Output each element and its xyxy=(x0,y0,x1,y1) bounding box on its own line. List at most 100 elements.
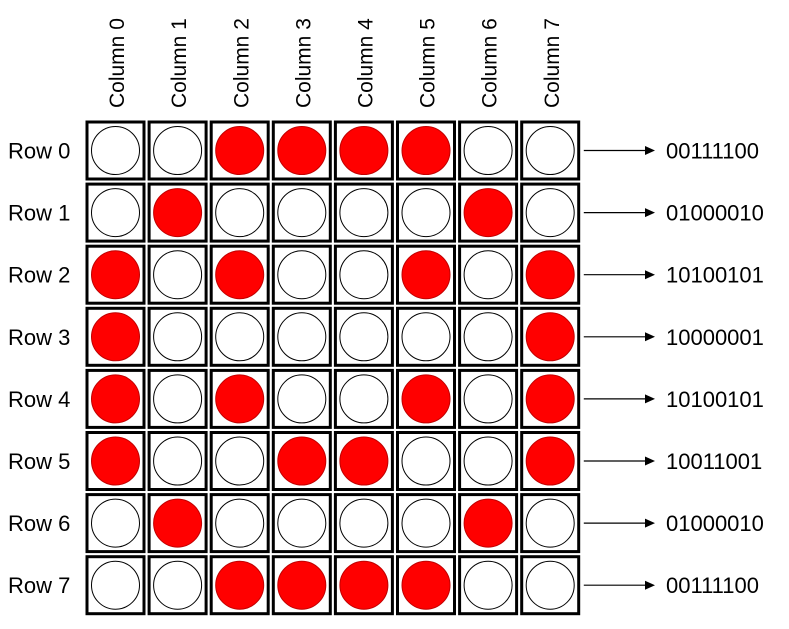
led-off xyxy=(339,250,389,300)
column-label: Column 5 xyxy=(417,18,440,108)
column-label: Column 3 xyxy=(292,18,315,108)
led-off xyxy=(91,498,140,548)
led-off xyxy=(153,436,203,486)
led-off xyxy=(339,374,389,424)
row-arrow-head xyxy=(645,332,655,342)
column-label: Column 0 xyxy=(106,18,129,108)
row-arrow-head xyxy=(645,518,655,528)
row-labels: Row 0 Row 1 Row 2 Row 3 Row 4 Row 5 Row 6 Row 7 xyxy=(8,139,70,599)
led-off xyxy=(215,312,265,362)
led-off xyxy=(463,436,513,486)
led-off xyxy=(339,312,389,362)
row-code: 10100101 xyxy=(666,387,764,412)
led-on xyxy=(339,436,389,486)
column-label: Column 6 xyxy=(479,18,502,108)
led-off xyxy=(401,498,451,548)
led-on xyxy=(277,126,327,175)
led-on xyxy=(277,560,327,610)
row-label: Row 7 xyxy=(8,573,70,598)
led-on xyxy=(153,188,203,238)
led-off xyxy=(91,560,140,610)
row-code: 10011001 xyxy=(666,449,762,474)
row-label: Row 6 xyxy=(8,511,70,536)
led-on xyxy=(215,250,265,300)
led-on xyxy=(153,498,203,548)
led-off xyxy=(277,188,327,238)
led-off xyxy=(339,498,389,548)
led-off xyxy=(153,374,203,424)
led-off xyxy=(215,436,265,486)
row-label: Row 0 xyxy=(8,139,70,164)
row-label: Row 3 xyxy=(8,325,70,350)
row-code: 10000001 xyxy=(666,325,764,350)
led-off xyxy=(153,560,203,610)
led-on xyxy=(91,312,140,362)
led-off xyxy=(339,188,389,238)
led-off xyxy=(153,250,203,300)
row-code: 01000010 xyxy=(666,511,764,536)
led-on xyxy=(401,560,451,610)
row-code: 10100101 xyxy=(666,263,764,288)
row-label: Row 2 xyxy=(8,263,70,288)
row-code: 00111100 xyxy=(666,139,759,164)
column-label: Column 1 xyxy=(168,18,191,108)
led-on xyxy=(91,250,140,300)
led-off xyxy=(525,498,575,548)
led-off xyxy=(463,126,513,175)
column-label: Column 4 xyxy=(354,18,377,108)
led-off xyxy=(277,312,327,362)
column-label: Column 7 xyxy=(541,18,564,108)
led-off xyxy=(463,250,513,300)
column-labels: Column 0 Column 1 Column 2 Column 3 Column 4… xyxy=(106,18,564,108)
led-off xyxy=(277,498,327,548)
row-arrow-head xyxy=(645,208,655,218)
led-off xyxy=(91,188,140,238)
led-on xyxy=(401,126,451,175)
led-off xyxy=(401,312,451,362)
row-arrows xyxy=(583,146,655,590)
led-on xyxy=(91,374,140,424)
row-label: Row 5 xyxy=(8,449,70,474)
led-off xyxy=(215,498,265,548)
led-off xyxy=(277,374,327,424)
row-codes: 00111100 01000010 10100101 10000001 10100101… xyxy=(666,139,764,599)
led-off xyxy=(401,436,451,486)
row-code: 01000010 xyxy=(666,201,764,226)
led-on xyxy=(339,560,389,610)
led-off xyxy=(525,188,575,238)
led-off xyxy=(525,560,575,610)
led-off xyxy=(463,374,513,424)
led-on xyxy=(401,250,451,300)
row-arrow-head xyxy=(645,270,655,280)
led-on xyxy=(277,436,327,486)
led-off xyxy=(277,250,327,300)
led-on xyxy=(339,126,389,175)
led-on xyxy=(525,250,575,300)
led-off xyxy=(525,126,575,175)
led-on xyxy=(215,560,265,610)
led-off xyxy=(153,312,203,362)
led-off xyxy=(215,188,265,238)
row-arrow-head xyxy=(645,456,655,466)
led-on xyxy=(463,188,513,238)
led-on xyxy=(525,312,575,362)
row-code: 00111100 xyxy=(666,573,759,598)
led-on xyxy=(91,436,140,486)
led-off xyxy=(401,188,451,238)
row-arrow-head xyxy=(645,394,655,404)
row-label: Row 1 xyxy=(8,201,70,226)
led-off xyxy=(153,126,203,175)
row-label: Row 4 xyxy=(8,387,70,412)
led-on xyxy=(215,126,265,175)
led-on xyxy=(463,498,513,548)
led-on xyxy=(215,374,265,424)
led-off xyxy=(91,126,140,175)
led-on xyxy=(401,374,451,424)
led-on xyxy=(525,374,575,424)
column-label: Column 2 xyxy=(230,18,253,108)
led-off xyxy=(463,312,513,362)
led-off xyxy=(463,560,513,610)
row-arrow-head xyxy=(645,146,655,155)
